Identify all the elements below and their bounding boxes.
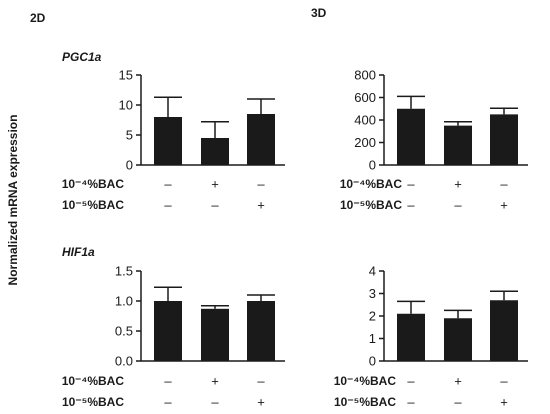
- y-tick-label: 10: [119, 98, 133, 113]
- y-tick-label: 0: [369, 354, 376, 369]
- panel-2D-HIF1a: HIF1a 0.0 0.5 1.0 1.5 10⁻⁴%BAC – + – 10⁻⁵%BAC – – +: [62, 245, 285, 410]
- condition-mark: –: [164, 374, 172, 389]
- bar: [444, 318, 472, 361]
- y-tick-label: 1.5: [115, 264, 133, 279]
- condition-mark: +: [211, 374, 219, 389]
- bar: [201, 308, 229, 361]
- condition-mark: –: [257, 374, 265, 389]
- y-tick-label: 1: [369, 331, 376, 346]
- y-tick-label: 400: [354, 113, 376, 128]
- condition-mark: –: [454, 395, 462, 410]
- bar: [444, 125, 472, 165]
- bar: [154, 117, 182, 165]
- bar: [247, 114, 275, 165]
- condition-mark: –: [211, 395, 219, 410]
- condition-mark: –: [407, 374, 415, 389]
- bar: [201, 138, 229, 165]
- condition-mark: –: [500, 374, 508, 389]
- bar: [397, 313, 425, 361]
- y-tick-label: 2: [369, 309, 376, 324]
- bar: [490, 300, 518, 361]
- condition-mark: +: [454, 374, 462, 389]
- bar: [154, 301, 182, 361]
- condition-label: 10⁻⁵%BAC: [340, 198, 402, 212]
- condition-mark: +: [257, 198, 265, 213]
- y-tick-label: 4: [369, 264, 376, 279]
- condition-mark: –: [407, 395, 415, 410]
- condition-mark: –: [164, 395, 172, 410]
- condition-mark: +: [454, 177, 462, 192]
- y-tick-label: 0: [369, 158, 376, 173]
- condition-mark: +: [257, 395, 265, 410]
- right-column-label: 3D: [311, 6, 327, 20]
- condition-label: 10⁻⁴%BAC: [62, 177, 125, 191]
- condition-mark: –: [454, 198, 462, 213]
- condition-mark: –: [164, 198, 172, 213]
- condition-mark: +: [211, 177, 219, 192]
- gene-title: HIF1a: [62, 245, 95, 259]
- condition-label: 10⁻⁵%BAC: [62, 198, 124, 212]
- condition-label: 10⁻⁴%BAC: [62, 374, 125, 388]
- condition-mark: +: [500, 198, 508, 213]
- y-tick-label: 5: [126, 128, 133, 143]
- y-tick-label: 0.5: [115, 324, 133, 339]
- condition-label: 10⁻⁴%BAC: [340, 177, 403, 191]
- bar: [490, 114, 518, 165]
- condition-mark: –: [164, 177, 172, 192]
- y-tick-label: 3: [369, 286, 376, 301]
- bar: [247, 301, 275, 361]
- condition-mark: +: [500, 395, 508, 410]
- y-axis-label: Normalized mRNA expression: [6, 115, 20, 286]
- condition-mark: –: [257, 177, 265, 192]
- y-tick-label: 800: [354, 68, 376, 83]
- y-tick-label: 1.0: [115, 294, 133, 309]
- condition-mark: –: [500, 177, 508, 192]
- panel-2D-PGC1a: PGC1a 0 5 10 15 10⁻⁴%BAC – + – 10⁻⁵%BAC – – +: [62, 50, 285, 213]
- gene-title: PGC1a: [62, 50, 102, 64]
- left-column-label: 2D: [30, 11, 46, 25]
- y-tick-label: 15: [119, 68, 133, 83]
- y-tick-label: 0: [126, 158, 133, 173]
- condition-mark: –: [407, 198, 415, 213]
- condition-mark: –: [407, 177, 415, 192]
- y-tick-label: 600: [354, 90, 376, 105]
- y-tick-label: 200: [354, 135, 376, 150]
- y-tick-label: 0.0: [115, 354, 133, 369]
- bar: [397, 108, 425, 165]
- condition-label: 10⁻⁵%BAC: [334, 395, 396, 409]
- condition-label: 10⁻⁴%BAC: [334, 374, 397, 388]
- condition-label: 10⁻⁵%BAC: [62, 395, 124, 409]
- condition-mark: –: [211, 198, 219, 213]
